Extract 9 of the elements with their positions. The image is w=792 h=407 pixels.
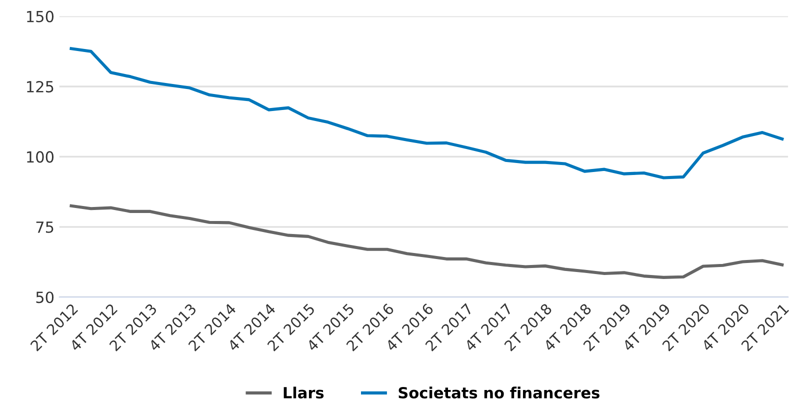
legend-label: Societats no financeres (398, 386, 600, 399)
y-tick-label: 150 (27, 10, 54, 22)
legend-label: Llars (284, 386, 324, 399)
y-tick-label: 125 (27, 80, 54, 93)
y-tick-label: 75 (36, 222, 54, 233)
line-series (70, 204, 784, 279)
y-tick-label: 100 (27, 151, 54, 163)
y-tick-label: 50 (36, 292, 54, 304)
line-series (70, 47, 784, 180)
